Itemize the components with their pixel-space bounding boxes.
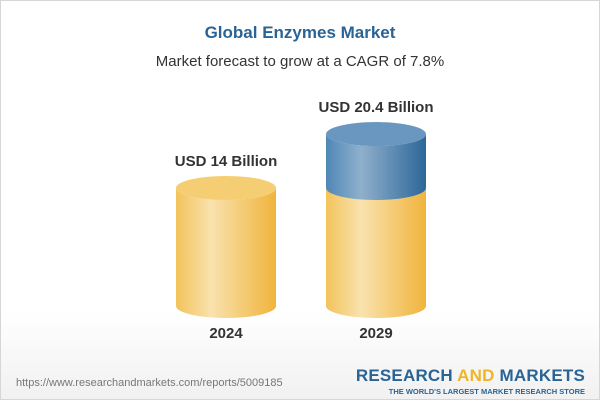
data-label: USD 20.4 Billion — [318, 99, 433, 116]
cylinder-bar-2024-body — [176, 188, 276, 318]
chart-subtitle: Market forecast to grow at a CAGR of 7.8… — [155, 53, 445, 70]
cylinder-growth-2029-body — [326, 134, 426, 200]
logo-text-and: AND — [457, 366, 495, 385]
logo-text-research: RESEARCH — [355, 366, 458, 385]
cylinder-base-2029-body — [326, 188, 426, 318]
logo-tagline: THE WORLD'S LARGEST MARKET RESEARCH STOR… — [388, 387, 585, 396]
logo-text-markets: MARKETS — [494, 366, 585, 385]
data-label: USD 14 Billion — [175, 153, 278, 170]
cylinder-growth-2029-top — [326, 122, 426, 147]
chart-title: Global Enzymes Market — [204, 23, 396, 42]
source-url[interactable]: https://www.researchandmarkets.com/repor… — [16, 377, 283, 389]
cylinder-bar-2024-top — [176, 176, 276, 200]
x-tick-label: 2024 — [209, 325, 243, 342]
brand-logo: RESEARCH AND MARKETS THE WORLD'S LARGEST… — [356, 366, 585, 396]
x-tick-label: 2029 — [359, 325, 392, 342]
